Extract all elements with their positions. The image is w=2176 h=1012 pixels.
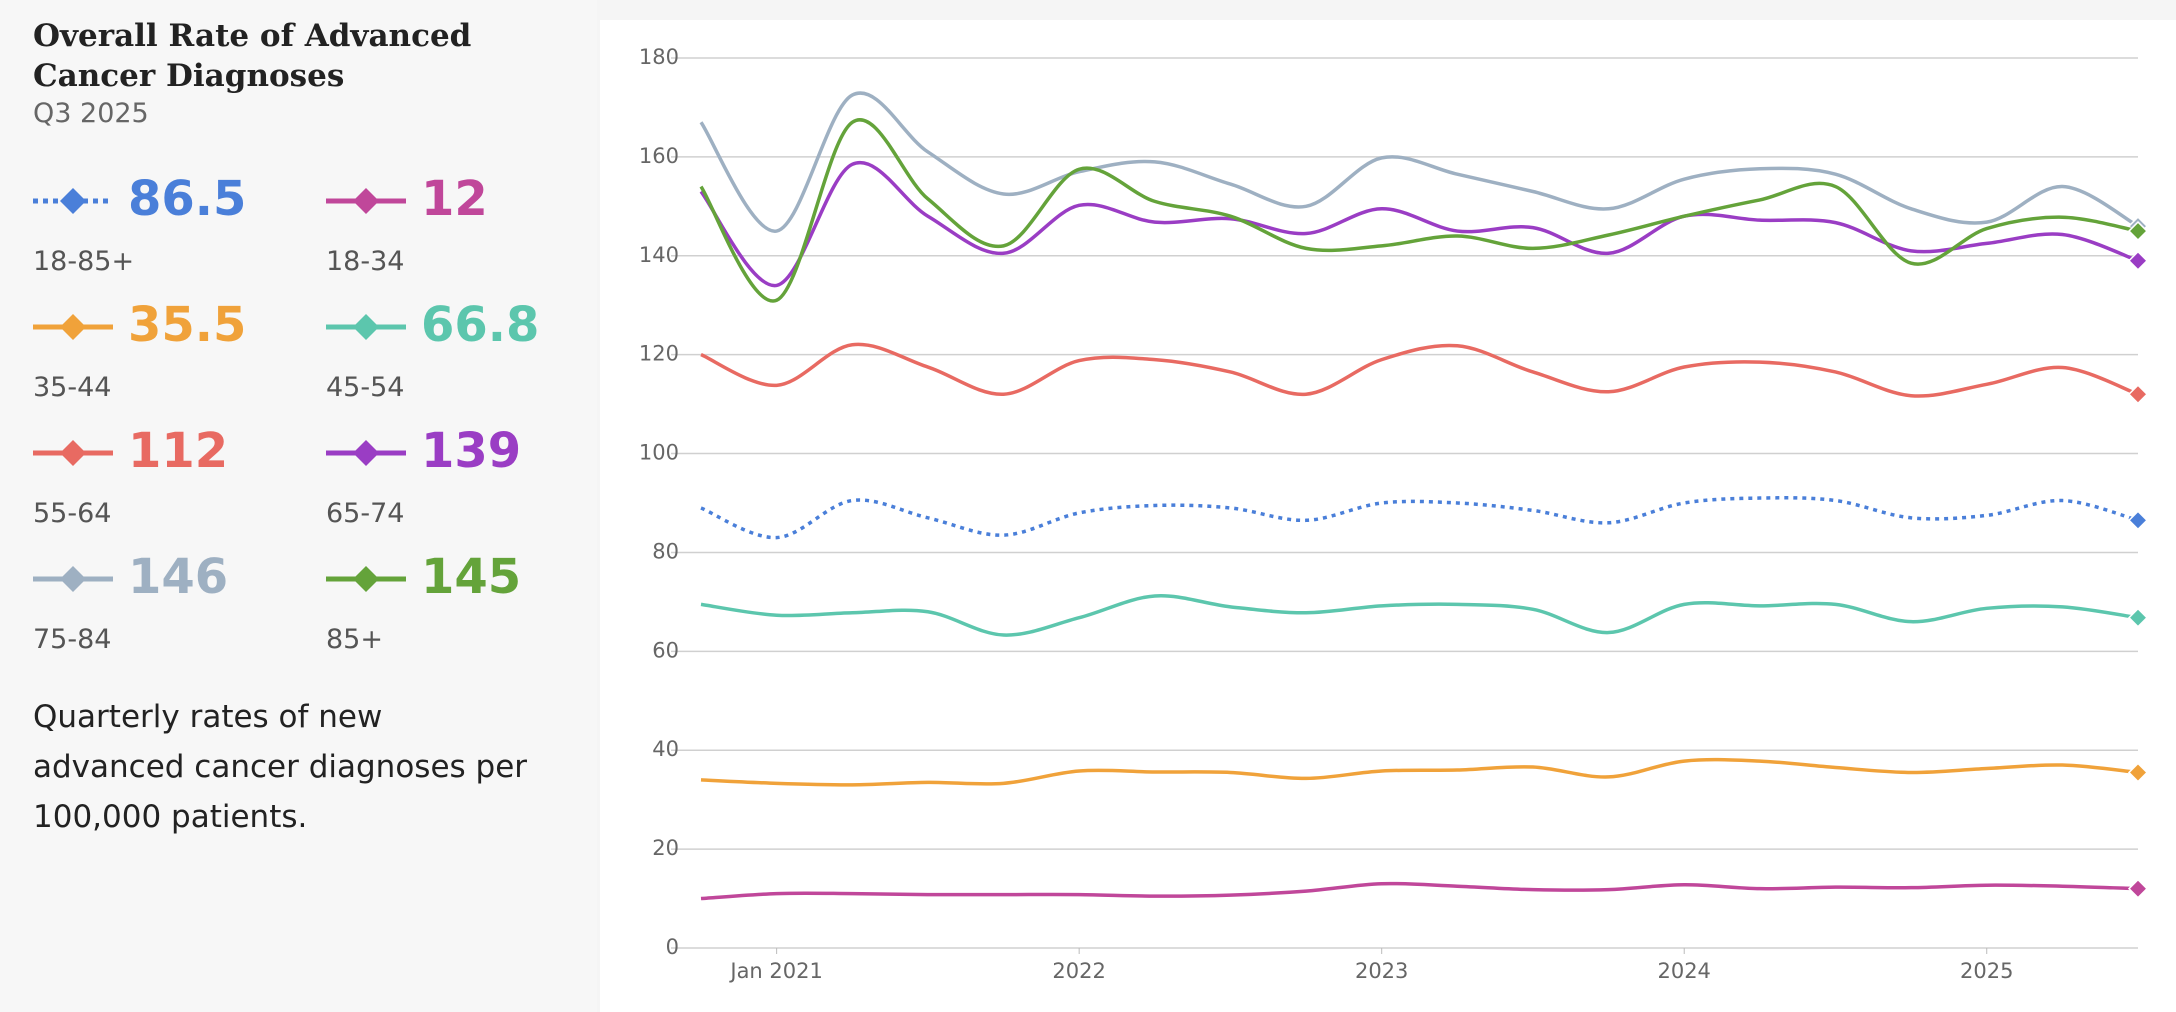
end-marker xyxy=(2127,607,2149,628)
legend-label: 35-44 xyxy=(33,372,112,403)
latest-value: 86.5 xyxy=(128,171,247,227)
legend-swatch xyxy=(326,440,406,466)
series-line xyxy=(700,342,2139,398)
series-line xyxy=(699,160,2139,288)
series-line xyxy=(699,91,2139,233)
title: Overall Rate of Advanced Cancer Diagnose… xyxy=(33,18,472,94)
legend-swatch xyxy=(33,314,113,340)
legend-swatch xyxy=(33,440,113,466)
y-tick-label: 0 xyxy=(666,935,679,959)
legend-diamond xyxy=(60,188,86,214)
series-line xyxy=(700,881,2139,901)
series-line xyxy=(699,118,2139,303)
legend-label: 85+ xyxy=(326,624,383,655)
end-marker xyxy=(2127,250,2149,271)
summary-panel: Overall Rate of Advanced Cancer Diagnose… xyxy=(0,0,597,1012)
legend-diamond xyxy=(353,188,379,214)
x-tick-label: 2024 xyxy=(1657,959,1710,983)
legend-swatch xyxy=(326,314,406,340)
end-marker xyxy=(2127,510,2149,531)
latest-value: 12 xyxy=(421,171,488,227)
latest-value: 35.5 xyxy=(128,297,247,353)
end-marker xyxy=(2127,878,2149,899)
legend-diamond xyxy=(353,566,379,592)
subtitle: Q3 2025 xyxy=(33,98,149,129)
legend-diamond xyxy=(60,566,86,592)
y-tick-label: 60 xyxy=(652,638,679,662)
y-tick-label: 40 xyxy=(652,737,679,761)
legend-label: 18-34 xyxy=(326,246,405,277)
legend-diamond xyxy=(60,440,86,466)
x-tick-label: 2022 xyxy=(1052,959,1105,983)
legend-diamond xyxy=(60,314,86,340)
latest-value: 146 xyxy=(128,549,229,605)
latest-value: 145 xyxy=(421,549,522,605)
latest-value: 112 xyxy=(128,423,229,479)
series-line xyxy=(700,594,2139,637)
x-tick-label: 2025 xyxy=(1960,959,2013,983)
end-marker xyxy=(2127,384,2149,405)
legend-label: 55-64 xyxy=(33,498,112,529)
legend-label: 45-54 xyxy=(326,372,405,403)
legend-swatch xyxy=(33,188,113,214)
y-tick-label: 100 xyxy=(639,441,679,465)
x-tick-label: Jan 2021 xyxy=(728,959,823,983)
legend-swatch xyxy=(326,566,406,592)
legend-swatch xyxy=(326,188,406,214)
legend-swatch xyxy=(33,566,113,592)
latest-value: 66.8 xyxy=(421,297,540,353)
y-tick-label: 120 xyxy=(639,342,679,366)
description: Quarterly rates of new advanced cancer d… xyxy=(33,699,528,835)
legend-diamond xyxy=(353,314,379,340)
legend-label: 75-84 xyxy=(33,624,112,655)
series-line xyxy=(700,496,2139,540)
y-tick-label: 80 xyxy=(652,539,679,563)
y-tick-label: 20 xyxy=(652,836,679,860)
chart: 0 20 40 60 80 100 120 140 160 180 Jan 2021 2022 2023… xyxy=(600,20,2176,1012)
y-tick-label: 180 xyxy=(639,45,679,69)
end-marker xyxy=(2127,762,2149,783)
legend-label: 18-85+ xyxy=(33,246,135,277)
y-tick-label: 160 xyxy=(639,144,679,168)
y-tick-label: 140 xyxy=(639,243,679,267)
end-marker xyxy=(2127,220,2149,242)
legend-diamond xyxy=(353,440,379,466)
series-line xyxy=(700,757,2139,787)
legend-label: 65-74 xyxy=(326,498,405,529)
latest-value: 139 xyxy=(421,423,522,479)
x-tick-label: 2023 xyxy=(1355,959,1408,983)
